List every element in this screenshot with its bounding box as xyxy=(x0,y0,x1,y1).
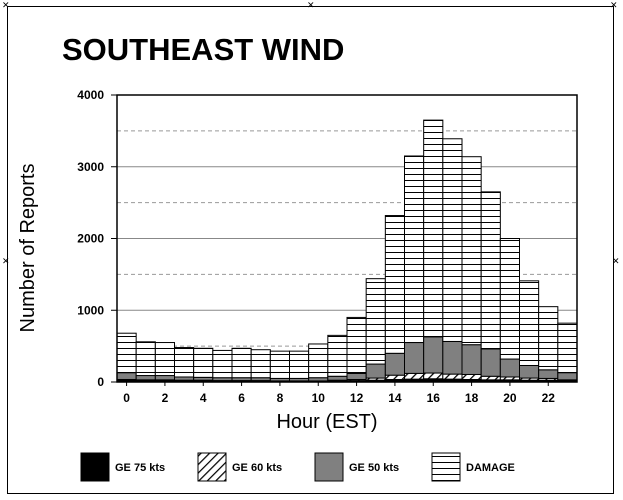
bar-segment-horizontal-lines xyxy=(308,343,329,379)
bar-segment-horizontal-lines xyxy=(346,316,367,374)
bar-segment-horizontal-lines xyxy=(423,119,444,338)
bar-segment-diagonal-hatch xyxy=(404,372,425,380)
bar-segment-horizontal-lines xyxy=(499,238,521,360)
y-tick-label: 4000 xyxy=(77,88,104,102)
bar-segment-horizontal-lines xyxy=(442,138,463,342)
x-tick-label: 6 xyxy=(238,391,245,405)
bar-segment-horizontal-lines xyxy=(519,280,540,366)
bar-segment-horizontal-lines xyxy=(538,306,559,371)
bar-segment-horizontal-lines xyxy=(174,347,195,378)
top-center-handle-icon[interactable]: ✕ xyxy=(307,1,315,11)
bar-segment-horizontal-lines xyxy=(404,155,425,344)
bar-segment-gray xyxy=(461,344,482,375)
bar-segment-gray xyxy=(480,348,501,377)
bar-segment-horizontal-lines xyxy=(231,347,252,379)
bar-segment-horizontal-lines xyxy=(135,341,156,377)
bar-segment-diagonal-hatch xyxy=(423,372,444,380)
x-tick-label: 8 xyxy=(277,391,284,405)
bar-segment-gray xyxy=(346,372,367,380)
bar-segment-gray xyxy=(519,364,540,379)
bar-segment-diagonal-hatch xyxy=(461,373,482,380)
bar-segment-horizontal-lines xyxy=(289,350,310,379)
legend-label: GE 75 kts xyxy=(115,462,165,474)
bar-segment-gray xyxy=(499,358,521,378)
x-tick-label: 10 xyxy=(312,391,326,405)
legend-swatch xyxy=(80,452,110,482)
bar-segment-horizontal-lines xyxy=(193,347,214,378)
legend-label: GE 50 kts xyxy=(349,462,399,474)
legend-swatch xyxy=(314,452,344,482)
top-left-handle-icon[interactable]: ✕ xyxy=(2,1,10,11)
legend: GE 75 kts GE 60 kts GE 50 kts DAMAGE xyxy=(80,452,515,482)
bar-segment-horizontal-lines xyxy=(461,156,482,346)
bar-segment-diagonal-hatch xyxy=(480,375,501,381)
bar-segment-horizontal-lines xyxy=(154,342,175,377)
x-tick-label: 4 xyxy=(200,391,207,405)
x-tick-label: 0 xyxy=(123,391,130,405)
y-axis-title: Number of Reports xyxy=(17,164,39,333)
y-tick-label: 2000 xyxy=(77,232,104,246)
bar-segment-gray xyxy=(135,375,156,381)
bar-segment-horizontal-lines xyxy=(365,278,386,365)
legend-label: DAMAGE xyxy=(466,462,515,474)
bar-segment-diagonal-hatch xyxy=(384,374,406,380)
middle-left-handle-icon[interactable]: ✕ xyxy=(2,257,10,267)
bar-segment-gray xyxy=(154,375,175,381)
legend-swatch xyxy=(197,452,227,482)
bar-segment-gray xyxy=(538,369,559,379)
y-tick-label: 1000 xyxy=(77,303,104,317)
bar-segment-gray xyxy=(557,372,578,381)
y-tick-label: 3000 xyxy=(77,160,104,174)
bars xyxy=(116,119,578,383)
bar-segment-horizontal-lines xyxy=(116,332,137,374)
top-right-handle-icon[interactable]: ✕ xyxy=(610,1,618,11)
bar-segment-gray xyxy=(442,340,463,375)
bar-segment-gray xyxy=(404,342,425,374)
x-tick-label: 14 xyxy=(388,391,402,405)
bar-segment-horizontal-lines xyxy=(557,322,578,374)
x-axis-title: Hour (EST) xyxy=(276,411,377,433)
x-axis: 0 2 4 6 8 10 12 14 16 18 20 22 xyxy=(123,382,555,405)
x-tick-label: 12 xyxy=(350,391,364,405)
x-tick-label: 16 xyxy=(427,391,441,405)
x-tick-label: 22 xyxy=(542,391,556,405)
bar-segment-gray xyxy=(327,375,348,381)
bar-segment-horizontal-lines xyxy=(250,349,271,379)
x-tick-label: 18 xyxy=(465,391,479,405)
middle-right-handle-icon[interactable]: ✕ xyxy=(612,257,620,267)
legend-swatch xyxy=(431,452,461,482)
bar-segment-gray xyxy=(116,372,137,380)
bar-segment-gray xyxy=(384,352,406,376)
chart-title: SOUTHEAST WIND xyxy=(62,32,344,67)
chart-frame xyxy=(7,6,614,494)
bar-segment-horizontal-lines xyxy=(212,349,233,379)
bar-segment-horizontal-lines xyxy=(384,215,406,354)
bar-segment-gray xyxy=(423,336,444,374)
legend-label: GE 60 kts xyxy=(232,462,282,474)
y-tick-label: 0 xyxy=(97,375,104,389)
x-tick-label: 2 xyxy=(162,391,169,405)
bar-segment-horizontal-lines xyxy=(269,350,291,379)
bar-segment-gray xyxy=(365,363,386,379)
bar-segment-horizontal-lines xyxy=(327,334,348,377)
bar-segment-horizontal-lines xyxy=(480,191,501,350)
bar-segment-diagonal-hatch xyxy=(442,373,463,380)
x-tick-label: 20 xyxy=(503,391,517,405)
y-axis: 0 1000 2000 3000 4000 xyxy=(77,88,117,389)
